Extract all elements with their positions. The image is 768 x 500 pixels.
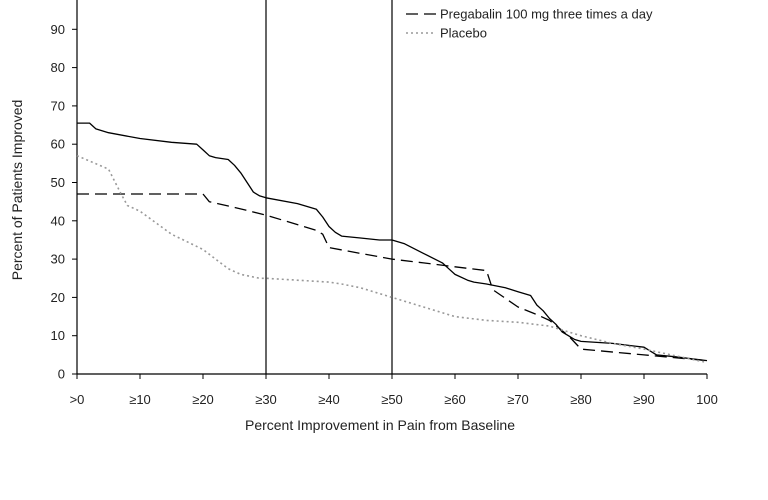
x-tick-label: ≥10 <box>129 392 151 407</box>
y-tick-label: 20 <box>51 290 65 305</box>
x-tick-label: >0 <box>70 392 85 407</box>
y-tick-label: 80 <box>51 60 65 75</box>
y-tick-label: 90 <box>51 22 65 37</box>
y-tick-label: 40 <box>51 213 65 228</box>
x-tick-label: ≥60 <box>444 392 466 407</box>
y-tick-label: 10 <box>51 328 65 343</box>
x-tick-label: 100 <box>696 392 718 407</box>
y-tick-label: 0 <box>58 367 65 382</box>
legend: Pregabalin 100 mg three times a day Place… <box>406 7 653 41</box>
x-tick-label: ≥30 <box>255 392 277 407</box>
x-tick-label: ≥20 <box>192 392 214 407</box>
x-tick-label: ≥80 <box>570 392 592 407</box>
x-tick-label: ≥90 <box>633 392 655 407</box>
y-tick-label: 50 <box>51 175 65 190</box>
x-axis-ticks: >0 ≥10 ≥20 ≥30 ≥40 ≥50 ≥60 ≥70 ≥80 ≥90 100 <box>70 374 718 407</box>
reference-lines <box>265 0 393 374</box>
legend-label: Placebo <box>440 26 487 41</box>
y-axis-title: Percent of Patients Improved <box>9 100 25 281</box>
x-axis-title: Percent Improvement in Pain from Baselin… <box>245 417 515 433</box>
legend-label: Pregabalin 100 mg three times a day <box>440 7 653 22</box>
x-tick-label: ≥40 <box>318 392 340 407</box>
y-tick-label: 70 <box>51 98 65 113</box>
x-tick-label: ≥50 <box>381 392 403 407</box>
series-line-dotted <box>76 154 708 364</box>
data-series <box>76 122 708 364</box>
y-axis-ticks: 0 10 20 30 40 50 60 70 80 90 <box>51 22 77 382</box>
series-line-solid <box>77 122 708 362</box>
y-tick-label: 60 <box>51 137 65 152</box>
x-tick-label: ≥70 <box>507 392 529 407</box>
y-tick-label: 30 <box>51 252 65 267</box>
